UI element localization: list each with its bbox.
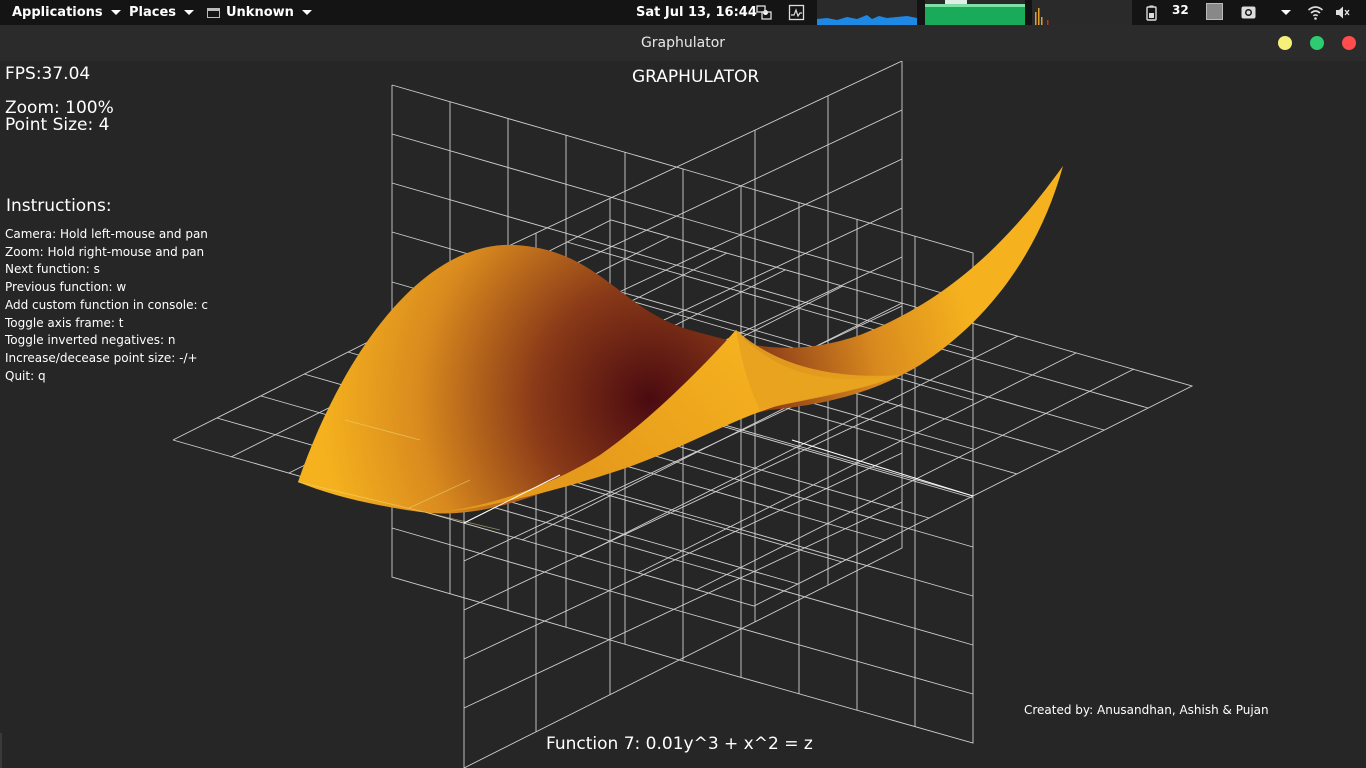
close-button[interactable] bbox=[1342, 36, 1356, 50]
system-monitor-icon[interactable] bbox=[788, 4, 805, 21]
memory-graph bbox=[925, 0, 1025, 25]
window-titlebar[interactable]: Graphulator bbox=[0, 25, 1366, 61]
zoom-level: Zoom: 100% bbox=[5, 98, 114, 118]
list-item: Camera: Hold left-mouse and pan bbox=[5, 227, 208, 241]
3d-plot[interactable] bbox=[0, 61, 1366, 768]
chevron-down-icon bbox=[110, 10, 121, 15]
window-icon bbox=[207, 7, 220, 18]
list-item: Increase/decease point size: -/+ bbox=[5, 350, 198, 365]
panel-edge bbox=[0, 733, 2, 768]
cpu-graph bbox=[817, 0, 917, 25]
fps-counter: FPS:37.04 bbox=[5, 64, 91, 84]
clock[interactable]: Sat Jul 13, 16:44 bbox=[636, 0, 769, 25]
network-graph bbox=[1032, 0, 1132, 25]
surface bbox=[298, 166, 1063, 514]
app-heading: GRAPHULATOR bbox=[632, 67, 760, 87]
camera-icon[interactable] bbox=[1240, 4, 1257, 21]
battery-icon[interactable] bbox=[1143, 4, 1160, 21]
list-item: Toggle inverted negatives: n bbox=[5, 333, 176, 348]
list-item: Toggle axis frame: t bbox=[5, 315, 124, 330]
window-title: Graphulator bbox=[640, 35, 726, 51]
list-item: Next function: s bbox=[5, 262, 100, 277]
app-tray-icon[interactable] bbox=[1206, 3, 1223, 20]
list-item: Quit: q bbox=[5, 368, 46, 383]
chevron-down-icon bbox=[301, 10, 312, 15]
chevron-down-icon bbox=[184, 10, 195, 15]
minimize-button[interactable] bbox=[1278, 36, 1292, 50]
window-list-menu[interactable]: Unknown bbox=[207, 0, 312, 25]
places-label: Places bbox=[129, 5, 177, 20]
point-size: Point Size: 4 bbox=[5, 115, 110, 135]
applications-label: Applications bbox=[12, 5, 103, 20]
volume-muted-icon[interactable] bbox=[1334, 4, 1351, 21]
workspace-switcher-icon[interactable] bbox=[756, 4, 773, 21]
top-panel: Applications Places Unknown Sat Jul 13, … bbox=[0, 0, 1366, 25]
list-item: Zoom: Hold right-mouse and pan bbox=[5, 244, 205, 259]
applications-menu[interactable]: Applications bbox=[12, 0, 121, 25]
credits-text: Created by: Anusandhan, Ashish & Pujan bbox=[1024, 703, 1269, 717]
clock-text: Sat Jul 13, 16:44 bbox=[636, 5, 757, 20]
window-list-label: Unknown bbox=[226, 5, 294, 20]
instructions-list: Camera: Hold left-mouse and pan Zoom: Ho… bbox=[5, 226, 208, 385]
instructions-heading: Instructions: bbox=[6, 196, 112, 216]
axis-lines bbox=[463, 439, 974, 524]
maximize-button[interactable] bbox=[1310, 36, 1324, 50]
chevron-down-icon[interactable] bbox=[1281, 10, 1291, 15]
places-menu[interactable]: Places bbox=[129, 0, 195, 25]
function-label: Function 7: 0.01y^3 + x^2 = z bbox=[546, 734, 813, 754]
list-item: Previous function: w bbox=[5, 280, 127, 295]
list-item: Add custom function in console: c bbox=[5, 297, 208, 312]
wifi-icon[interactable] bbox=[1307, 4, 1324, 21]
graph-canvas[interactable]: FPS:37.04 Zoom: 100% Point Size: 4 GRAPH… bbox=[0, 61, 1366, 768]
battery-value: 32 bbox=[1172, 3, 1189, 17]
